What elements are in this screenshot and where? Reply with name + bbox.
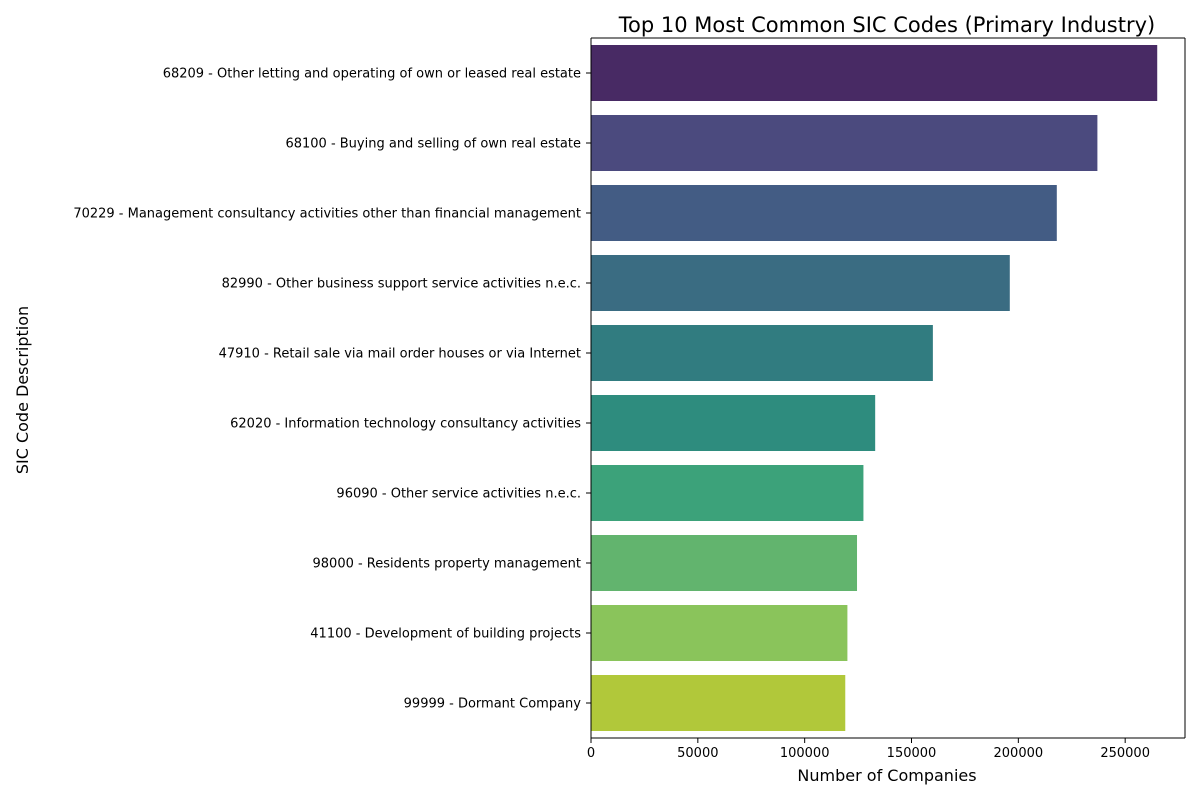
y-tick-label: 99999 - Dormant Company [404, 697, 582, 712]
bar [591, 185, 1057, 241]
y-tick-label: 96090 - Other service activities n.e.c. [336, 487, 581, 502]
bar [591, 45, 1158, 101]
bar [591, 325, 933, 381]
bar [591, 605, 848, 661]
y-tick-label: 41100 - Development of building projects [310, 627, 581, 642]
bar [591, 465, 864, 521]
x-tick-label: 150000 [887, 746, 937, 761]
x-axis-label: Number of Companies [797, 766, 976, 785]
bar [591, 535, 858, 591]
x-tick-label: 50000 [677, 746, 718, 761]
bar [591, 675, 846, 731]
bar [591, 395, 876, 451]
x-tick-label: 100000 [780, 746, 830, 761]
x-tick-label: 250000 [1100, 746, 1150, 761]
bars-layer [591, 45, 1158, 731]
y-tick-label: 98000 - Residents property management [313, 557, 582, 572]
bar [591, 115, 1098, 171]
y-tick-label: 68209 - Other letting and operating of o… [163, 67, 581, 82]
y-tick-label: 70229 - Management consultancy activitie… [73, 207, 581, 222]
chart-title: Top 10 Most Common SIC Codes (Primary In… [618, 13, 1155, 37]
y-tick-label: 68100 - Buying and selling of own real e… [285, 137, 581, 152]
y-tick-label: 82990 - Other business support service a… [222, 277, 581, 292]
bar [591, 255, 1010, 311]
axes-layer: 68209 - Other letting and operating of o… [73, 37, 1186, 761]
x-tick-label: 200000 [994, 746, 1044, 761]
y-tick-label: 47910 - Retail sale via mail order house… [219, 347, 581, 362]
x-tick-label: 0 [587, 746, 595, 761]
y-axis-label: SIC Code Description [13, 306, 32, 474]
y-tick-label: 62020 - Information technology consultan… [230, 417, 581, 432]
